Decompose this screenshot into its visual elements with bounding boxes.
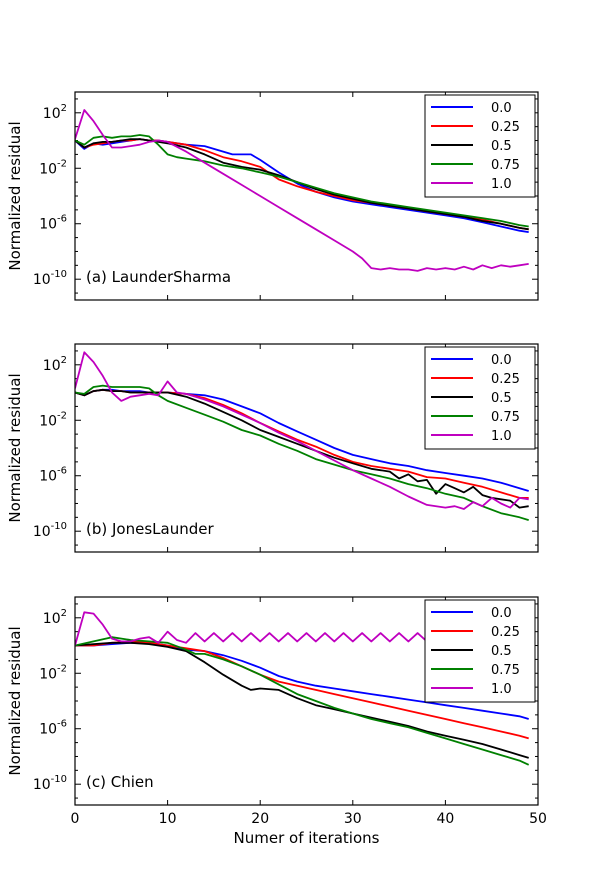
x-tick-label: 50 — [529, 811, 547, 827]
series-line-1_0 — [75, 351, 529, 510]
y-tick-label: 10-10 — [33, 774, 67, 793]
legend-label: 0.25 — [491, 625, 520, 640]
series-group — [75, 109, 529, 272]
legend-label: 0.0 — [491, 101, 512, 116]
panel-annotation: (b) JonesLaunder — [86, 520, 214, 538]
y-tick-label: 10-2 — [39, 663, 67, 682]
y-tick-label: 102 — [43, 103, 67, 122]
x-tick-label: 0 — [71, 811, 80, 827]
legend-label: 1.0 — [491, 177, 512, 192]
legend: 0.0 0.25 0.5 0.75 1.0 — [424, 599, 536, 703]
chart-panel-1: 102 10-2 10-6 10-10 (a) LaunderSharma Normali… — [6, 91, 539, 301]
legend-label: 0.5 — [491, 644, 512, 659]
series-line-0_75 — [75, 384, 529, 521]
series-line-0_5 — [75, 641, 529, 759]
legend-label: 0.75 — [491, 410, 520, 425]
legend-label: 0.0 — [491, 353, 512, 368]
y-tick-label: 102 — [43, 608, 67, 627]
y-tick-label: 10-10 — [33, 521, 67, 540]
legend: 0.0 0.25 0.5 0.75 1.0 — [424, 94, 536, 198]
panel-annotation: (a) LaunderSharma — [86, 268, 231, 286]
x-tick-label: 30 — [344, 811, 362, 827]
y-tick-label: 10-2 — [39, 410, 67, 429]
chart-panel-3: 102 10-2 10-6 10-10 0 10 20 30 40 50 (c) Chien Norm… — [6, 596, 547, 847]
y-tick-label: 10-6 — [39, 719, 67, 738]
legend: 0.0 0.25 0.5 0.75 1.0 — [424, 346, 536, 450]
series-line-0_5 — [75, 388, 529, 509]
series-line-0_0 — [75, 138, 529, 233]
plot-frame — [74, 91, 539, 301]
y-axis-label: Normalized residual — [6, 373, 24, 522]
y-tick-label: 10-10 — [33, 269, 67, 288]
series-line-1_0 — [75, 109, 529, 272]
y-tick-label: 10-6 — [39, 466, 67, 485]
legend-label: 0.0 — [491, 606, 512, 621]
series-line-0_25 — [75, 640, 529, 740]
plot-frame — [74, 596, 539, 806]
series-line-0_5 — [75, 138, 529, 231]
x-tick-label: 10 — [159, 811, 177, 827]
y-tick-label: 10-6 — [39, 214, 67, 233]
chart-panel-2: 102 10-2 10-6 10-10 (b) JonesLaunder Normaliz… — [6, 343, 539, 553]
y-axis-label: Normalized residual — [6, 121, 24, 270]
y-tick-label: 10-2 — [39, 158, 67, 177]
legend-label: 0.25 — [491, 120, 520, 135]
panel-annotation: (c) Chien — [86, 773, 154, 791]
legend-label: 1.0 — [491, 682, 512, 697]
series-line-0_75 — [75, 134, 529, 228]
x-tick-label: 20 — [251, 811, 269, 827]
legend-label: 1.0 — [491, 429, 512, 444]
legend-label: 0.25 — [491, 372, 520, 387]
plot-frame — [74, 343, 539, 553]
x-axis-label: Numer of iterations — [234, 829, 380, 847]
y-tick-label: 102 — [43, 355, 67, 374]
legend-label: 0.5 — [491, 391, 512, 406]
legend-label: 0.75 — [491, 158, 520, 173]
series-group — [75, 351, 529, 521]
legend-label: 0.5 — [491, 139, 512, 154]
y-axis-label: Normalized residual — [6, 626, 24, 775]
legend-label: 0.75 — [491, 663, 520, 678]
x-tick-label: 40 — [436, 811, 454, 827]
